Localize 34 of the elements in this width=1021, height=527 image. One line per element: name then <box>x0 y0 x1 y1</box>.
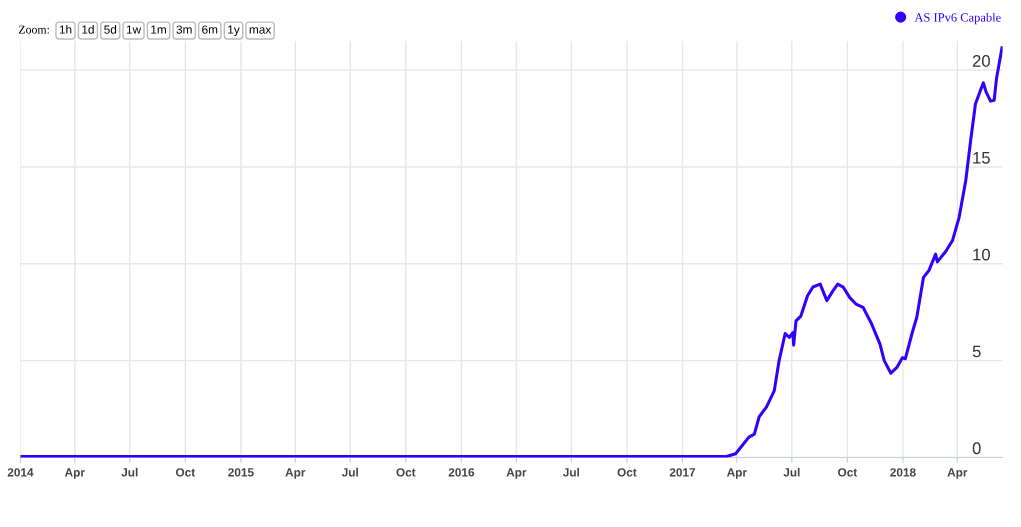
x-tick-label: Jul <box>341 467 358 477</box>
text: max <box>249 27 272 34</box>
text: 1m <box>151 25 166 34</box>
text: 1d <box>82 25 94 34</box>
y-tick-label: 15 <box>973 152 990 164</box>
legend-label: AS IPv6 Capable <box>914 12 1001 25</box>
x-tick-label: Jul <box>783 467 800 477</box>
y-tick-label: 0 <box>972 442 981 455</box>
y-tick-label: 10 <box>973 248 990 261</box>
x-tick-label: Apr <box>726 468 747 479</box>
x-tick-label: Jul <box>121 467 138 477</box>
x-tick-label: Oct <box>617 468 637 477</box>
x-tick-label: Oct <box>396 468 416 477</box>
text: 1h <box>59 25 72 34</box>
y-tick-label: 20 <box>972 55 990 67</box>
text: 3m <box>176 25 192 34</box>
text: Zoom: <box>18 25 49 34</box>
x-tick-label: Oct <box>838 468 858 477</box>
x-tick-label: 2016 <box>448 468 475 477</box>
x-tick-label: Apr <box>64 468 85 479</box>
x-tick-label: Jul <box>562 467 580 477</box>
text: 6m <box>202 25 218 34</box>
x-tick-label: Apr <box>947 468 968 479</box>
x-tick-label: Oct <box>175 468 196 477</box>
text: 1y <box>228 25 240 37</box>
x-tick-label: 2018 <box>890 468 916 477</box>
x-tick-label: Apr <box>285 468 306 479</box>
y-tick-label: 5 <box>972 345 981 358</box>
text: 5d <box>104 25 117 34</box>
x-tick-label: 2015 <box>228 468 254 477</box>
x-tick-label: 2017 <box>669 468 696 477</box>
text: 1w <box>126 25 142 34</box>
x-tick-label: Apr <box>506 468 527 479</box>
x-tick-label: 2014 <box>7 468 34 477</box>
